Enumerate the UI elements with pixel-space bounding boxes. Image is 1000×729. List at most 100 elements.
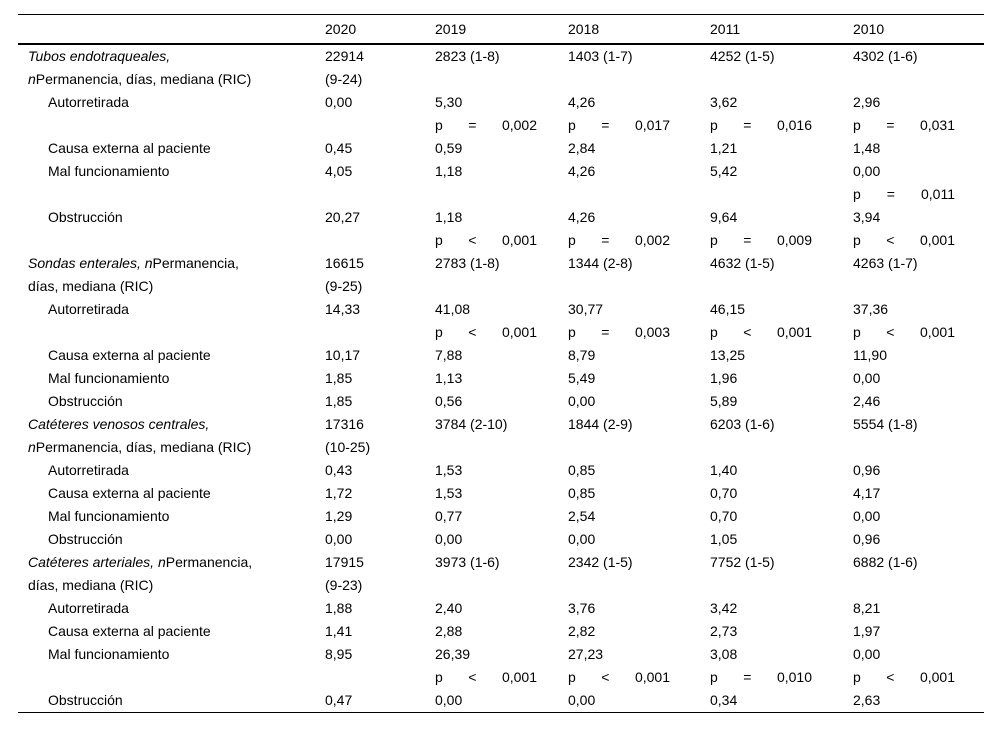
table-row: Autorretirada 14,33 41,08 30,77 46,15 37,36 (18, 298, 984, 321)
cell-2019: 1,13 (435, 370, 463, 386)
cell-2011 (710, 183, 853, 206)
cell-2019: 2783 (1-8) (435, 255, 500, 271)
p-value-token: = (601, 117, 610, 133)
p-value-token: 0,002 (634, 232, 670, 248)
cell-2010: 1,97 (853, 623, 881, 639)
cell-2011: 3,08 (710, 646, 738, 662)
row-label: Autorretirada (48, 301, 129, 317)
cell-2020: 0,47 (325, 692, 353, 708)
row-label: Mal funcionamiento (48, 646, 170, 662)
cell-2018: 2342 (1-5) (568, 554, 633, 570)
cell-2020: 8,95 (325, 646, 353, 662)
p-value-token: p (568, 669, 576, 685)
cell-2020 (325, 321, 435, 344)
cell-2011: 4252 (1-5) (710, 48, 775, 64)
table-row: Causa externa al paciente 1,72 1,53 0,85 0,7… (18, 482, 984, 505)
cell-2018: 0,00 (568, 393, 596, 409)
row-label: Causa externa al paciente (48, 623, 211, 639)
cell-2018: 2,84 (568, 140, 596, 156)
cell-2019: 2823 (1-8) (435, 48, 500, 64)
table-row: Mal funcionamiento 1,29 0,77 2,54 0,70 0,00 (18, 505, 984, 528)
table-row: Catéteres arteriales, nPermanencia, días,… (18, 551, 984, 597)
cell-2020: 0,43 (325, 462, 353, 478)
p-value-token: p (710, 117, 718, 133)
table-row: Catéteres venosos centrales, nPermanencia… (18, 413, 984, 459)
cell-2010: 2,63 (853, 692, 881, 708)
p-value-token: < (886, 232, 895, 248)
cell-2011: 3,42 (710, 600, 738, 616)
row-label: Causa externa al paciente (48, 485, 211, 501)
cell-2020: 1,88 (325, 600, 353, 616)
p-value-token: < (468, 669, 477, 685)
row-label: Obstrucción (48, 393, 123, 409)
p-value-token: 0,001 (919, 324, 955, 340)
cell-2010: 3,94 (853, 209, 881, 225)
cell-2010: 4302 (1-6) (853, 48, 918, 64)
cell-2020: 10,17 (325, 347, 361, 363)
p-value: p = 0,003 (568, 321, 670, 344)
p-value-token: 0,003 (634, 324, 670, 340)
cell-2011: 1,05 (710, 531, 738, 547)
cell-2018: 8,79 (568, 347, 596, 363)
cell-2010: 0,96 (853, 531, 881, 547)
p-value-token: 0,011 (920, 186, 955, 202)
row-label: Mal funcionamiento (48, 163, 170, 179)
p-value: p <0,001 (435, 321, 537, 344)
p-value-token: = (886, 117, 895, 133)
cell-2020: 0,00 (325, 531, 353, 547)
p-value-token: p (853, 186, 861, 202)
row-label (18, 229, 325, 252)
cell-2010: 0,00 (853, 646, 881, 662)
cell-2018: 0,85 (568, 462, 596, 478)
table-header-row: 2020 2019 2018 2011 2010 (18, 15, 984, 45)
table-row: p = 0,002 p = 0,017 p = 0,016 p = 0,031 (18, 114, 984, 137)
row-label: Obstrucción (48, 692, 123, 708)
cell-2019: 0,77 (435, 508, 463, 524)
p-value-token: = (601, 232, 610, 248)
cell-2010: 0,00 (853, 370, 881, 386)
cell-2020: 17915 (9-23) (325, 554, 364, 593)
table-row: Obstrucción 0,47 0,00 0,00 0,34 2,63 (18, 689, 984, 712)
p-value-token: 0,016 (776, 117, 812, 133)
column-header-2018: 2018 (568, 21, 600, 37)
cell-2019: p <0,001 (435, 666, 568, 689)
cell-2019: 2,88 (435, 623, 463, 639)
row-label-segment: Permanencia, (152, 255, 239, 271)
column-header-2020: 2020 (325, 21, 357, 37)
cell-2018: 1844 (2-9) (568, 416, 633, 432)
cell-2018: 0,00 (568, 692, 596, 708)
p-value-token: < (601, 669, 610, 685)
cell-2010: p <0,001 (853, 666, 984, 689)
table-row: Autorretirada 0,00 5,30 4,26 3,62 2,96 (18, 91, 984, 114)
cell-2018: 2,54 (568, 508, 596, 524)
p-value-token: < (743, 324, 752, 340)
row-label: Causa externa al paciente (48, 140, 211, 156)
cell-2019: 1,18 (435, 163, 463, 179)
p-value-token: 0,017 (634, 117, 670, 133)
p-value-token: 0,001 (919, 232, 955, 248)
cell-2018: 1403 (1-7) (568, 48, 633, 64)
p-value: p = 0,002 (435, 114, 537, 137)
cell-2018: 27,23 (568, 646, 604, 662)
cell-2019: 3973 (1-6) (435, 554, 500, 570)
p-value-token: p (568, 324, 576, 340)
row-label-segment: Tubos endotraqueales, (28, 48, 171, 64)
table-row: Autorretirada 0,43 1,53 0,85 1,40 0,96 (18, 459, 984, 482)
cell-2010: 4,17 (853, 485, 881, 501)
p-value: p <0,001 (853, 666, 955, 689)
cell-2019: 1,53 (435, 485, 463, 501)
cell-2019 (435, 183, 568, 206)
cell-2020: 1,72 (325, 485, 353, 501)
p-value: p = 0,011 (853, 183, 955, 206)
cell-2020: 1,85 (325, 370, 353, 386)
cell-2011: p = 0,010 (710, 666, 853, 689)
p-value-token: < (886, 669, 895, 685)
p-value: p <0,001 (568, 666, 670, 689)
cell-2019: p = 0,002 (435, 114, 568, 137)
row-label: Sondas enterales, nPermanencia, días, med… (18, 252, 325, 298)
row-label (18, 666, 325, 689)
row-label-segment: n (28, 439, 36, 455)
row-label: Tubos endotraqueales, nPermanencia, días,… (18, 45, 325, 91)
cell-2018: 5,49 (568, 370, 596, 386)
p-value: p = 0,031 (853, 114, 955, 137)
